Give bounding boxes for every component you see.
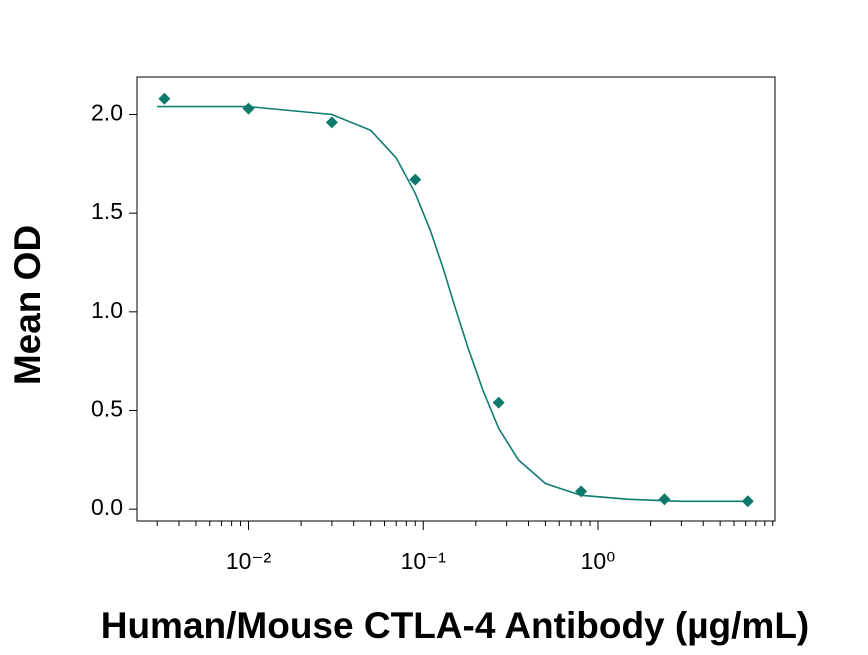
fit-curve xyxy=(157,105,746,503)
y-axis-title: Mean OD xyxy=(7,225,48,385)
y-tick-label: 0.5 xyxy=(91,396,123,422)
x-axis-title: Human/Mouse CTLA-4 Antibody (µg/mL) xyxy=(101,605,810,646)
y-tick-label: 1.0 xyxy=(91,297,123,323)
y-tick-label: 0.0 xyxy=(91,494,123,520)
data-point xyxy=(492,396,505,409)
data-point xyxy=(658,493,671,506)
x-tick-label: 10⁰ xyxy=(581,548,616,574)
x-tick-label: 10⁻¹ xyxy=(401,548,447,574)
data-point xyxy=(158,92,171,105)
data-point xyxy=(325,116,338,129)
plot-frame xyxy=(136,76,776,522)
y-tick-label: 2.0 xyxy=(91,100,123,126)
data-point xyxy=(741,495,754,508)
x-tick-label: 10⁻² xyxy=(226,548,272,574)
y-tick-label: 1.5 xyxy=(91,198,123,224)
data-point xyxy=(409,173,422,186)
data-point xyxy=(575,485,588,498)
data-point xyxy=(242,102,255,115)
